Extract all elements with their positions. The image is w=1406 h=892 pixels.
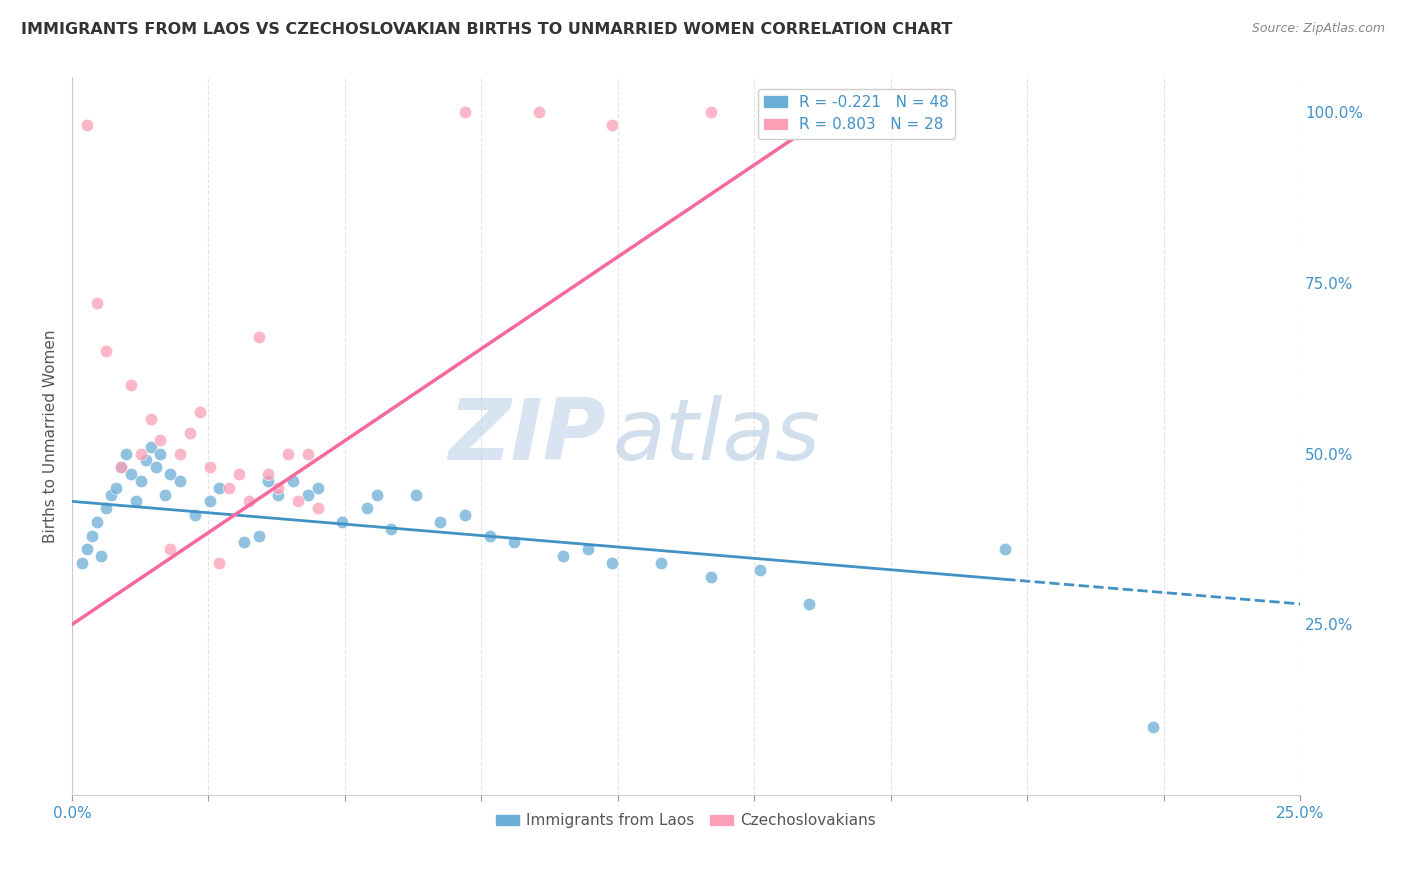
Point [208, 481, 231, 495]
Point [188, 405, 211, 419]
Point [277, 446, 299, 460]
Point [366, 487, 388, 501]
Point [281, 474, 304, 488]
Text: Source: ZipAtlas.com: Source: ZipAtlas.com [1251, 22, 1385, 36]
Point [135, 453, 157, 467]
Point [86, 515, 108, 529]
Point [232, 535, 254, 549]
Point [429, 515, 451, 529]
Text: ZIP: ZIP [449, 395, 606, 478]
Point [120, 467, 142, 481]
Point [110, 460, 132, 475]
Point [503, 535, 526, 549]
Point [184, 508, 207, 522]
Point [90, 549, 112, 563]
Point [159, 542, 181, 557]
Point [380, 522, 402, 536]
Point [125, 494, 148, 508]
Point [139, 412, 162, 426]
Point [80, 528, 103, 542]
Point [748, 563, 770, 577]
Point [115, 446, 138, 460]
Point [797, 597, 820, 611]
Point [297, 487, 319, 501]
Point [247, 528, 270, 542]
Point [1142, 720, 1164, 734]
Point [994, 542, 1017, 557]
Point [478, 528, 501, 542]
Point [257, 467, 280, 481]
Point [330, 515, 353, 529]
Point [76, 118, 98, 132]
Y-axis label: Births to Unmarried Women: Births to Unmarried Women [44, 330, 58, 543]
Point [267, 481, 290, 495]
Point [129, 446, 152, 460]
Point [454, 508, 477, 522]
Point [96, 501, 118, 516]
Text: atlas: atlas [613, 395, 820, 478]
Point [145, 460, 167, 475]
Point [257, 474, 280, 488]
Point [297, 446, 319, 460]
Point [454, 104, 477, 119]
Point [96, 343, 118, 358]
Point [100, 487, 122, 501]
Point [602, 556, 624, 570]
Point [198, 460, 221, 475]
Point [553, 549, 575, 563]
Point [155, 487, 177, 501]
Point [267, 487, 290, 501]
Point [699, 104, 721, 119]
Point [356, 501, 378, 516]
Point [76, 542, 98, 557]
Legend: Immigrants from Laos, Czechoslovakians: Immigrants from Laos, Czechoslovakians [489, 807, 883, 834]
Text: IMMIGRANTS FROM LAOS VS CZECHOSLOVAKIAN BIRTHS TO UNMARRIED WOMEN CORRELATION CH: IMMIGRANTS FROM LAOS VS CZECHOSLOVAKIAN … [21, 22, 952, 37]
Point [218, 481, 240, 495]
Point [238, 494, 260, 508]
Point [602, 118, 624, 132]
Point [287, 494, 309, 508]
Point [307, 501, 329, 516]
Point [105, 481, 128, 495]
Point [405, 487, 427, 501]
Point [699, 569, 721, 583]
Point [110, 460, 132, 475]
Point [179, 425, 201, 440]
Point [527, 104, 550, 119]
Point [129, 474, 152, 488]
Point [139, 440, 162, 454]
Point [169, 446, 191, 460]
Point [159, 467, 181, 481]
Point [70, 556, 93, 570]
Point [86, 296, 108, 310]
Point [650, 556, 672, 570]
Point [149, 433, 172, 447]
Point [149, 446, 172, 460]
Point [169, 474, 191, 488]
Point [198, 494, 221, 508]
Point [576, 542, 599, 557]
Point [120, 378, 142, 392]
Point [307, 481, 329, 495]
Point [247, 330, 270, 344]
Point [208, 556, 231, 570]
Point [228, 467, 250, 481]
